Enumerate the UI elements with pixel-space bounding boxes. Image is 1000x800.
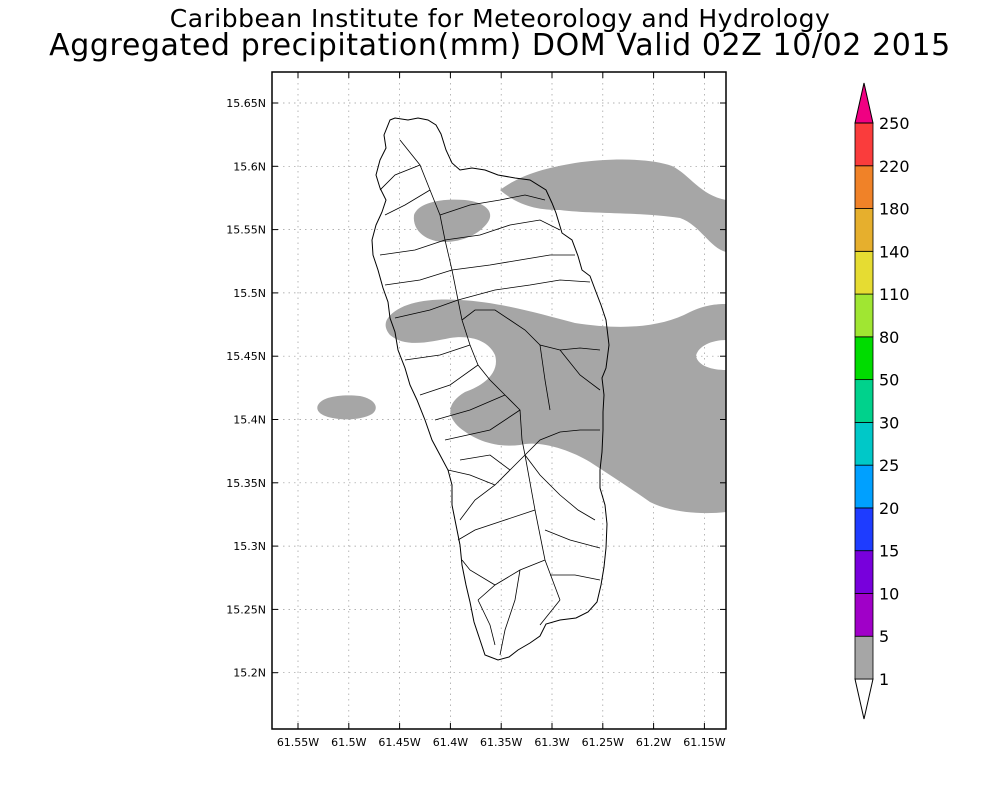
- precip-area-northeast: [500, 159, 726, 252]
- lat-tick-label: 15.25N: [226, 603, 266, 616]
- watershed-line: [461, 309, 601, 351]
- colorbar-swatch: [854, 507, 874, 552]
- watershed-line: [524, 429, 600, 456]
- watershed-line: [539, 599, 561, 626]
- colorbar-label: 10: [879, 584, 899, 603]
- colorbar-label: 30: [879, 413, 899, 432]
- chart-title: Caribbean Institute for Meteorology and …: [169, 4, 831, 33]
- colorbar-label: 80: [879, 328, 899, 347]
- lon-tick-label: 61.35W: [480, 736, 522, 749]
- watershed-line: [384, 189, 431, 216]
- lon-tick-label: 61.15W: [683, 736, 725, 749]
- watershed-line: [444, 219, 561, 241]
- precip-areas: [317, 159, 726, 514]
- colorbar-label: 20: [879, 499, 899, 518]
- colorbar-label: 15: [879, 542, 899, 561]
- lon-tick-label: 61.45W: [378, 736, 420, 749]
- watershed-line: [379, 239, 446, 256]
- colorbar-swatch: [854, 550, 874, 594]
- colorbar-swatch: [854, 293, 874, 338]
- lat-tick-label: 15.55N: [226, 224, 266, 237]
- lon-tick-label: 61.2W: [636, 736, 671, 749]
- lon-tick-label: 61.4W: [433, 736, 468, 749]
- lon-tick-label: 61.55W: [277, 736, 319, 749]
- watershed-line: [524, 454, 561, 601]
- lat-ticks: 15.65N 15.6N 15.55N 15.5N 15.45N 15.4N 15.35N 1…: [226, 97, 726, 680]
- colorbar-swatch: [854, 379, 874, 423]
- lat-tick-label: 15.35N: [226, 477, 266, 490]
- colorbar-arrow-low: [854, 678, 874, 720]
- watershed-line: [499, 569, 521, 656]
- precip-area-central: [385, 299, 726, 514]
- colorbar-swatch: [854, 464, 874, 509]
- lat-tick-label: 15.45N: [226, 350, 266, 363]
- watershed-line: [461, 559, 496, 586]
- lat-tick-label: 15.4N: [233, 414, 266, 427]
- lon-ticks: 61.55W 61.5W 61.45W 61.4W 61.35W 61.3W 61.25W 6…: [277, 72, 726, 749]
- lat-tick-label: 15.65N: [226, 97, 266, 110]
- colorbar-swatch: [854, 208, 874, 252]
- watershed-line: [444, 409, 521, 441]
- watershed-line: [544, 529, 601, 549]
- watershed-line: [457, 279, 591, 301]
- watershed-line: [457, 509, 536, 541]
- watershed-line: [477, 559, 546, 601]
- precip-area-west-offshore: [317, 395, 376, 420]
- colorbar-swatch: [854, 635, 874, 680]
- watershed-line: [447, 469, 496, 486]
- watershed-line: [477, 599, 496, 646]
- lat-tick-label: 15.3N: [233, 540, 266, 553]
- precip-area-north: [413, 199, 491, 242]
- colorbar-label: 220: [879, 157, 910, 176]
- watershed-line: [451, 254, 575, 271]
- watershed-lines: [379, 139, 601, 656]
- lon-tick-label: 61.25W: [582, 736, 624, 749]
- colorbar-swatch: [854, 250, 874, 295]
- watershed-line: [394, 299, 459, 319]
- watershed-line: [439, 194, 546, 216]
- watershed-line: [550, 574, 601, 581]
- watershed-line: [539, 344, 551, 411]
- lat-tick-label: 15.5N: [233, 287, 266, 300]
- colorbar-label: 140: [879, 242, 910, 261]
- colorbar-label: 180: [879, 200, 910, 219]
- watershed-line: [524, 454, 596, 521]
- lon-tick-label: 61.3W: [534, 736, 569, 749]
- colorbar-label: 25: [879, 456, 899, 475]
- watershed-line: [459, 454, 511, 471]
- colorbar-label: 5: [879, 627, 889, 646]
- dominica-coastline: [371, 117, 610, 661]
- colorbar-swatch: [854, 165, 874, 209]
- watershed-line: [384, 269, 453, 286]
- colorbar-swatch: [854, 593, 874, 637]
- colorbar-label: 1: [879, 670, 889, 689]
- map-frame: [271, 71, 727, 730]
- colorbar-swatch: [854, 421, 874, 466]
- watershed-line: [404, 344, 471, 361]
- chart-subtitle: Aggregated precipitation(mm) DOM Valid 0…: [49, 28, 951, 63]
- lat-tick-label: 15.2N: [233, 667, 266, 680]
- colorbar-label: 50: [879, 371, 899, 390]
- lat-tick-label: 15.6N: [233, 160, 266, 173]
- colorbar-label: 110: [879, 285, 910, 304]
- watershed-line: [461, 319, 526, 456]
- watershed-line: [419, 364, 479, 396]
- colorbar-arrow-high: [854, 82, 874, 124]
- colorbar-swatch: [854, 336, 874, 381]
- colorbar-swatch: [854, 122, 874, 167]
- watershed-line: [434, 394, 506, 421]
- watershed-line: [399, 139, 463, 321]
- lon-tick-label: 61.5W: [331, 736, 366, 749]
- watershed-line: [379, 164, 421, 191]
- watershed-line: [559, 349, 601, 391]
- colorbar-label: 250: [879, 114, 910, 133]
